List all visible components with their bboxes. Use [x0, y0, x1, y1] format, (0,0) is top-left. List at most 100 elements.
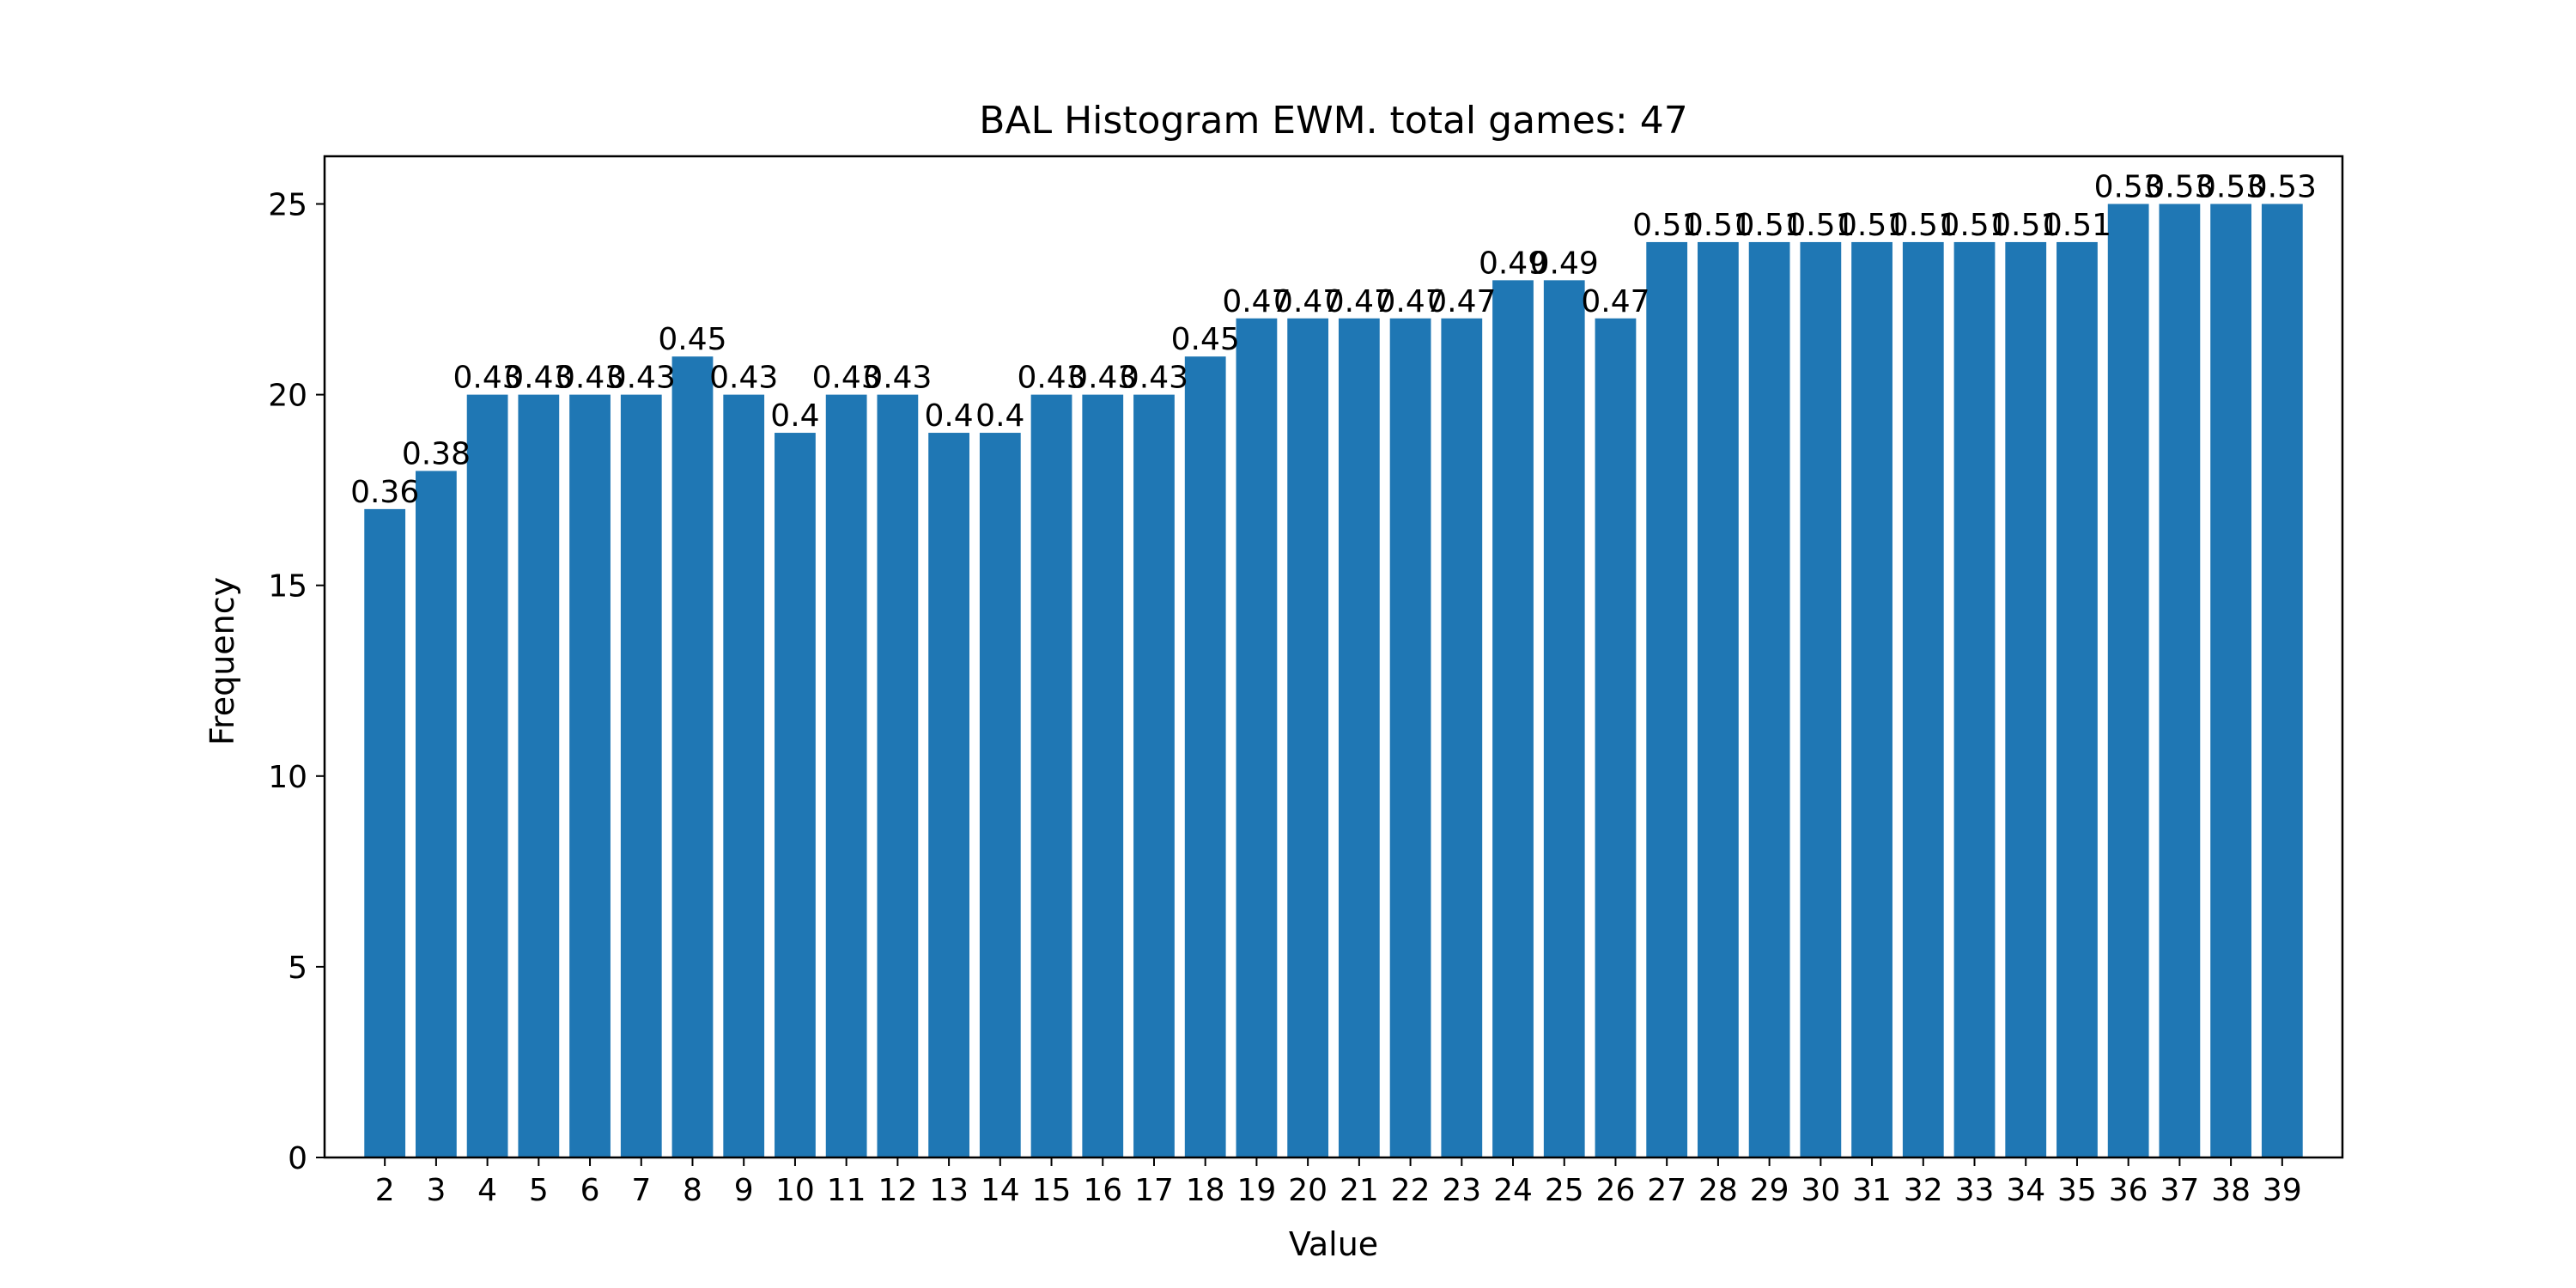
x-tick-label: 18	[1186, 1173, 1225, 1208]
bar-value-label: 0.53	[2196, 170, 2265, 205]
x-tick-label: 11	[827, 1173, 866, 1208]
x-tick-label: 8	[683, 1173, 702, 1208]
bar-38	[2210, 204, 2251, 1157]
bar-value-label: 0.49	[1479, 246, 1547, 281]
bar-value-label: 0.51	[1632, 208, 1701, 243]
bar-value-label: 0.43	[1068, 361, 1137, 396]
bar-value-label: 0.38	[402, 436, 471, 471]
bar-value-label: 0.47	[1581, 284, 1649, 319]
bar-25	[1543, 280, 1585, 1157]
bar-value-label: 0.53	[2094, 170, 2163, 205]
bar-value-label: 0.43	[863, 361, 932, 396]
x-tick-label: 20	[1288, 1173, 1327, 1208]
bar-value-label: 0.43	[1120, 361, 1188, 396]
x-axis-ticks: 2 3 4 5 6 7 8 9 10 11 12 13 14 15 16 17 18 19 20 21 22 23 24 25…	[375, 1157, 2302, 1208]
bar-value-label: 0.43	[556, 361, 624, 396]
bar-value-label: 0.47	[1427, 284, 1496, 319]
x-tick-label: 6	[580, 1173, 600, 1208]
bar-37	[2159, 204, 2201, 1157]
bar-23	[1441, 318, 1483, 1157]
bar-34	[2005, 241, 2047, 1157]
x-tick-label: 14	[981, 1173, 1020, 1208]
y-axis-label: Frequency	[204, 577, 241, 745]
bar-value-label: 0.51	[1684, 208, 1753, 243]
bar-32	[1902, 241, 1944, 1157]
bar-3	[416, 471, 457, 1157]
y-tick-label: 15	[268, 569, 307, 605]
bar-value-label: 0.43	[812, 361, 881, 396]
x-tick-label: 19	[1237, 1173, 1277, 1208]
bar-17	[1133, 394, 1175, 1158]
bar-value-label: 0.51	[1786, 208, 1855, 243]
bar-value-label: 0.51	[1838, 208, 1906, 243]
x-tick-label: 13	[929, 1173, 969, 1208]
x-tick-label: 5	[529, 1173, 549, 1208]
bar-20	[1287, 318, 1329, 1157]
bar-19	[1236, 318, 1278, 1157]
x-tick-label: 39	[2263, 1173, 2302, 1208]
bar-13	[928, 433, 969, 1157]
x-tick-label: 21	[1340, 1173, 1379, 1208]
x-tick-label: 2	[375, 1173, 395, 1208]
x-tick-label: 32	[1904, 1173, 1943, 1208]
bar-4	[466, 394, 508, 1158]
x-tick-label: 26	[1596, 1173, 1636, 1208]
bar-value-label: 0.47	[1325, 284, 1394, 319]
bar-6	[569, 394, 611, 1158]
y-tick-label: 25	[268, 188, 307, 223]
x-tick-label: 25	[1545, 1173, 1584, 1208]
bar-value-label: 0.51	[1991, 208, 2060, 243]
y-tick-label: 5	[288, 951, 307, 986]
bar-26	[1595, 318, 1637, 1157]
x-tick-label: 28	[1698, 1173, 1738, 1208]
x-tick-label: 23	[1442, 1173, 1481, 1208]
x-tick-label: 12	[878, 1173, 917, 1208]
x-tick-label: 24	[1493, 1173, 1533, 1208]
bar-value-label: 0.47	[1273, 284, 1342, 319]
bar-16	[1082, 394, 1124, 1158]
x-tick-label: 29	[1750, 1173, 1789, 1208]
x-axis-label: Value	[1289, 1225, 1378, 1263]
bar-value-label: 0.51	[2043, 208, 2111, 243]
bar-value-label: 0.43	[709, 361, 778, 396]
bar-value-label: 0.51	[1889, 208, 1958, 243]
bar-labels-group: 0.360.380.430.430.430.430.450.430.40.430…	[350, 170, 2317, 510]
bars-group	[364, 204, 2303, 1158]
bar-5	[518, 394, 560, 1158]
bar-value-label: 0.36	[350, 475, 419, 510]
bar-value-label: 0.51	[1940, 208, 2008, 243]
bar-value-label: 0.4	[924, 398, 973, 434]
bar-9	[723, 394, 765, 1158]
x-tick-label: 31	[1852, 1173, 1892, 1208]
bar-30	[1800, 241, 1842, 1157]
bar-value-label: 0.4	[770, 398, 819, 434]
bar-36	[2107, 204, 2149, 1157]
bar-value-label: 0.43	[504, 361, 573, 396]
x-tick-label: 33	[1955, 1173, 1995, 1208]
x-tick-label: 30	[1801, 1173, 1840, 1208]
y-tick-label: 10	[268, 760, 307, 795]
y-axis-ticks: 0 5 10 15 20 25	[268, 188, 325, 1176]
x-tick-label: 38	[2211, 1173, 2251, 1208]
chart-title: BAL Histogram EWM. total games: 47	[979, 99, 1687, 143]
bar-8	[671, 356, 714, 1157]
bar-10	[775, 433, 816, 1157]
x-tick-label: 16	[1083, 1173, 1122, 1208]
x-tick-label: 17	[1134, 1173, 1174, 1208]
bar-12	[877, 394, 919, 1158]
bar-value-label: 0.53	[2145, 170, 2214, 205]
bar-27	[1646, 241, 1688, 1157]
bar-24	[1492, 280, 1534, 1157]
x-tick-label: 37	[2160, 1173, 2199, 1208]
bar-value-label: 0.47	[1222, 284, 1291, 319]
bar-22	[1389, 318, 1431, 1157]
bar-18	[1184, 356, 1226, 1157]
bar-value-label: 0.43	[1017, 361, 1085, 396]
bar-value-label: 0.4	[975, 398, 1024, 434]
x-tick-label: 9	[734, 1173, 754, 1208]
x-tick-label: 10	[775, 1173, 815, 1208]
bar-29	[1748, 241, 1790, 1157]
x-tick-label: 4	[477, 1173, 497, 1208]
y-tick-label: 20	[268, 379, 307, 414]
x-tick-label: 36	[2109, 1173, 2148, 1208]
